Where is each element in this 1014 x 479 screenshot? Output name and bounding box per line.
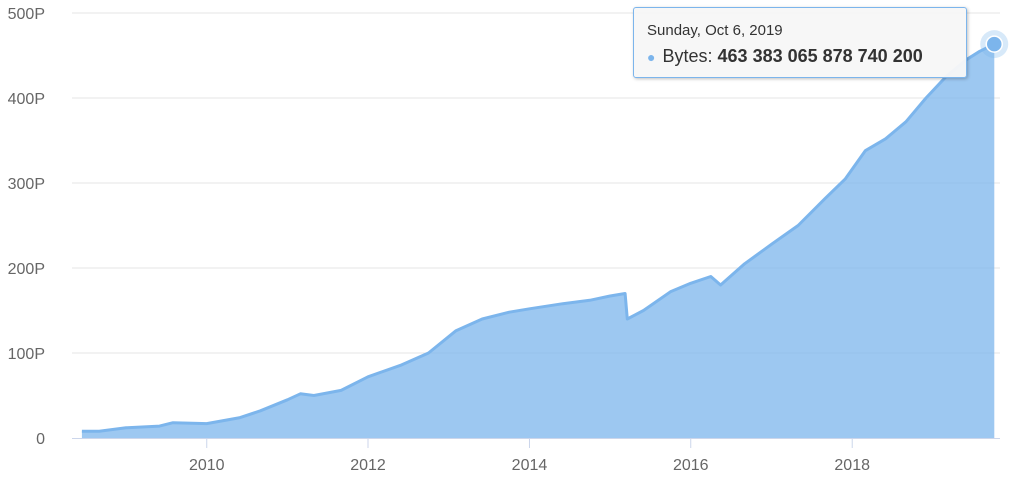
x-tick-label: 2018 <box>834 457 870 474</box>
tooltip-series-dot: ● <box>647 49 656 65</box>
y-tick-label: 200P <box>8 261 45 278</box>
tooltip-series-name: Bytes <box>662 46 708 66</box>
x-tick-label: 2010 <box>189 457 225 474</box>
plot-area[interactable] <box>81 30 1009 438</box>
y-tick-label: 100P <box>8 346 45 363</box>
y-tick-label: 400P <box>8 91 45 108</box>
y-tick-label: 500P <box>8 6 45 23</box>
tooltip-date: Sunday, Oct 6, 2019 <box>647 22 783 39</box>
y-tick-label: 0 <box>36 431 45 448</box>
series-area <box>81 44 995 438</box>
tooltip-value: 463 383 065 878 740 200 <box>717 46 923 66</box>
y-tick-label: 300P <box>8 176 45 193</box>
x-axis-ticks: 2010 2012 2014 2016 2018 <box>189 438 870 474</box>
x-tick-label: 2014 <box>512 457 548 474</box>
series-line <box>81 42 995 433</box>
y-axis-tick-labels: 0 100P 200P 300P 400P 500P <box>8 6 45 448</box>
hover-marker[interactable] <box>985 35 1004 53</box>
tooltip: Sunday, Oct 6, 2019 ● Bytes: 463 383 065… <box>633 7 967 78</box>
x-tick-label: 2012 <box>350 457 386 474</box>
x-tick-label: 2016 <box>673 457 709 474</box>
tooltip-row: ● Bytes: 463 383 065 878 740 200 <box>647 46 923 66</box>
